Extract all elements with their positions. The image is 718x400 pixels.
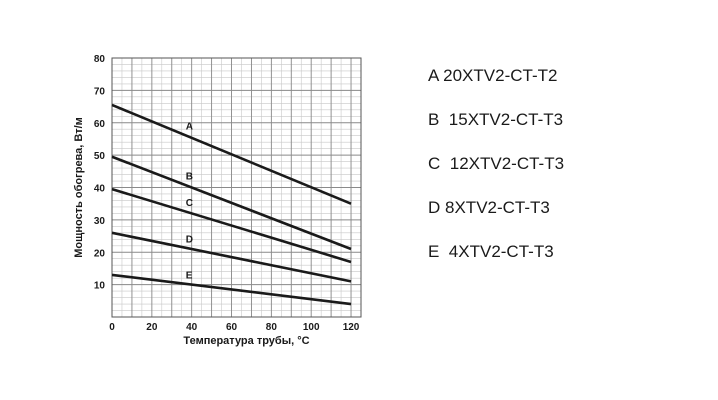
- legend-item-a: A 20XTV2-CT-T2: [428, 62, 708, 106]
- series-label-a: A: [186, 122, 193, 133]
- y-tick-label: 20: [94, 248, 106, 259]
- plot-frame: [111, 57, 362, 318]
- x-tick-label: 100: [303, 322, 320, 333]
- x-tick-label: 80: [266, 322, 278, 333]
- y-tick-label: 50: [94, 151, 106, 162]
- major-grid: [111, 57, 362, 318]
- series-label-e: E: [186, 271, 193, 282]
- legend-item-c: C 12XTV2-CT-T3: [428, 150, 708, 194]
- series-label-d: D: [186, 234, 193, 245]
- legend-text: 4XTV2-CT-T3: [448, 242, 554, 261]
- y-tick-label: 60: [94, 119, 106, 130]
- legend-text: 20XTV2-CT-T2: [443, 66, 558, 85]
- legend-key: D: [428, 198, 441, 217]
- series-lines: A B C D E: [111, 103, 352, 306]
- series-line-d: [111, 231, 352, 283]
- legend-key: C: [428, 154, 441, 173]
- legend-spacer: [440, 154, 449, 173]
- legend-item-e: E 4XTV2-CT-T3: [428, 238, 708, 282]
- series-line-c: [111, 187, 352, 264]
- y-tick-label: 30: [94, 216, 106, 227]
- x-tick-label: 20: [146, 322, 158, 333]
- legend-key: A: [428, 66, 439, 85]
- legend-key: E: [428, 242, 440, 261]
- y-tick-label: 10: [94, 281, 106, 292]
- y-axis-label: Мощность обогрева, Вт/м: [73, 117, 85, 258]
- x-tick-label: 120: [343, 322, 360, 333]
- legend-text: 15XTV2-CT-T3: [448, 110, 564, 129]
- tick-labels: 0 20 40 60 80 100 120 10 20 30 40 50 60 70 80: [94, 54, 360, 333]
- series-line-a: [111, 103, 352, 205]
- legend-item-b: B 15XTV2-CT-T3: [428, 106, 708, 150]
- legend-spacer: [439, 110, 448, 129]
- x-tick-label: 40: [186, 322, 198, 333]
- series-line-b: [111, 155, 352, 251]
- legend: A 20XTV2-CT-T2 B 15XTV2-CT-T3 C 12XTV2-CT-…: [428, 62, 708, 282]
- series-label-b: B: [186, 171, 193, 182]
- series-label-c: C: [186, 198, 193, 209]
- x-axis-label: Температура трубы, °С: [183, 335, 309, 347]
- x-tick-label: 0: [109, 322, 115, 333]
- series-line-e: [111, 273, 352, 306]
- legend-spacer: [439, 242, 448, 261]
- legend-item-d: D 8XTV2-CT-T3: [428, 194, 708, 238]
- legend-key: B: [428, 110, 440, 129]
- y-tick-label: 80: [94, 54, 106, 65]
- legend-text: 12XTV2-CT-T3: [449, 154, 565, 173]
- y-tick-label: 70: [94, 86, 106, 97]
- y-tick-label: 40: [94, 184, 106, 195]
- legend-text: 8XTV2-CT-T3: [445, 198, 550, 217]
- x-tick-label: 60: [226, 322, 238, 333]
